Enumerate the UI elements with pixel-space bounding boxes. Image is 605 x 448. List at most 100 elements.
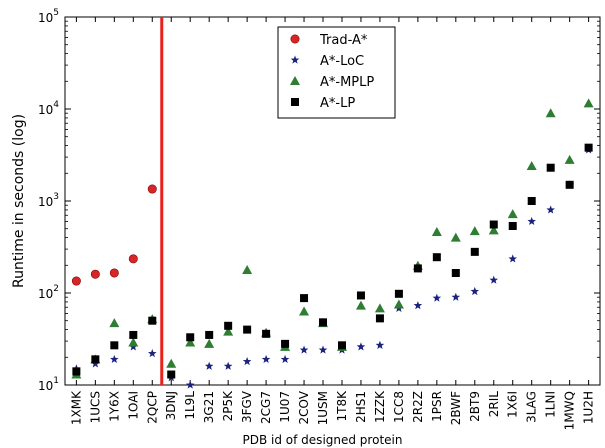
data-point	[393, 299, 404, 309]
data-point	[224, 321, 233, 330]
y-tick-label: 103	[38, 192, 59, 209]
data-point	[583, 98, 594, 108]
data-point	[375, 340, 385, 349]
x-tick-label: 1XMK	[69, 390, 83, 425]
x-tick-label: 1U07	[278, 391, 292, 423]
data-point	[413, 264, 422, 273]
data-point	[527, 197, 536, 205]
data-point	[489, 275, 499, 284]
data-point	[280, 354, 290, 363]
data-point	[186, 333, 195, 342]
x-tick-label: 1LNI	[544, 391, 558, 418]
data-point	[375, 314, 384, 323]
data-point	[546, 163, 555, 172]
data-point	[451, 268, 460, 277]
data-point	[205, 330, 214, 339]
data-point	[432, 293, 442, 302]
x-tick-label: 1OAI	[126, 391, 140, 420]
data-point	[470, 247, 479, 256]
data-point	[204, 338, 215, 348]
data-point	[167, 370, 176, 379]
x-tick-label: 1T8K	[335, 390, 349, 422]
x-tick-label: 2RIL	[487, 391, 501, 418]
y-tick-label: 102	[38, 284, 59, 301]
x-tick-label: 2BT9	[468, 391, 482, 422]
data-point	[470, 286, 480, 296]
data-point	[281, 339, 290, 348]
data-point	[355, 300, 366, 310]
data-point	[90, 269, 100, 279]
data-point	[507, 209, 518, 219]
x-tick-label: 2R2Z	[411, 391, 425, 423]
data-point	[91, 359, 100, 368]
x-tick-label: 3LAG	[525, 391, 539, 423]
data-point	[413, 301, 423, 310]
data-point	[565, 180, 574, 189]
data-point	[356, 342, 366, 351]
data-point	[109, 318, 120, 328]
x-tick-label: 1UCS	[88, 391, 102, 423]
x-tick-label: 1L9L	[183, 391, 197, 420]
data-point	[356, 291, 365, 300]
data-point	[564, 154, 575, 164]
data-point	[508, 254, 518, 263]
data-point	[91, 355, 100, 364]
data-point	[319, 318, 328, 327]
x-tick-label: 2COV	[297, 390, 311, 424]
data-point	[299, 345, 309, 354]
data-point	[469, 226, 480, 236]
data-point	[166, 358, 177, 368]
data-point	[148, 316, 157, 325]
x-axis-ticks: 1XMK 1UCS 1Y6X 1OAI 2QCP 3DNJ 1L9L 3G21 2P5K 3FGV…	[69, 17, 596, 430]
legend-marker	[291, 98, 299, 106]
x-tick-label: 1ZZK	[373, 390, 387, 423]
y-axis-title: Runtime in seconds (log)	[11, 114, 27, 288]
y-axis-ticks: 101 102 103 104 105	[38, 8, 600, 393]
y-tick-label: 105	[38, 8, 59, 25]
x-tick-label: 1USM	[316, 391, 330, 425]
x-tick-label: 1U2H	[582, 391, 596, 424]
data-point	[526, 161, 537, 171]
data-point	[204, 361, 214, 370]
data-point	[243, 325, 252, 334]
x-tick-label: 3DNJ	[164, 391, 178, 420]
legend-marker	[290, 76, 300, 85]
legend-label: Trad-A*	[319, 33, 368, 48]
data-point	[72, 367, 81, 376]
series-trad-a-	[71, 184, 157, 286]
data-point	[431, 227, 442, 237]
data-point	[109, 268, 119, 278]
data-point	[128, 337, 139, 347]
data-point	[110, 354, 119, 363]
data-point	[261, 354, 271, 363]
legend-label: A*-MPLP	[320, 75, 374, 90]
data-point	[242, 264, 253, 274]
data-point	[545, 108, 556, 118]
legend-label: A*-LP	[320, 96, 355, 111]
data-point	[527, 216, 536, 226]
x-tick-label: 3G21	[202, 391, 216, 423]
data-point	[223, 326, 234, 336]
x-tick-label: 3FGV	[240, 390, 254, 423]
legend-label: A*-LoC	[320, 54, 364, 69]
data-point	[584, 143, 593, 152]
series-a-mplp	[71, 98, 594, 379]
data-point	[508, 221, 517, 230]
x-tick-label: 2P5K	[221, 390, 235, 422]
y-tick-label: 101	[38, 376, 59, 393]
data-point	[432, 253, 441, 262]
data-point	[394, 289, 403, 298]
data-point	[128, 254, 138, 264]
data-point	[451, 292, 461, 301]
data-point	[185, 380, 195, 389]
y-tick-label: 104	[38, 100, 59, 117]
data-point	[374, 303, 385, 313]
legend-marker	[290, 34, 300, 44]
data-point	[262, 329, 271, 338]
data-point	[299, 306, 310, 316]
data-point	[71, 276, 81, 286]
x-tick-label: 1CC8	[392, 391, 406, 423]
data-point	[110, 341, 119, 350]
